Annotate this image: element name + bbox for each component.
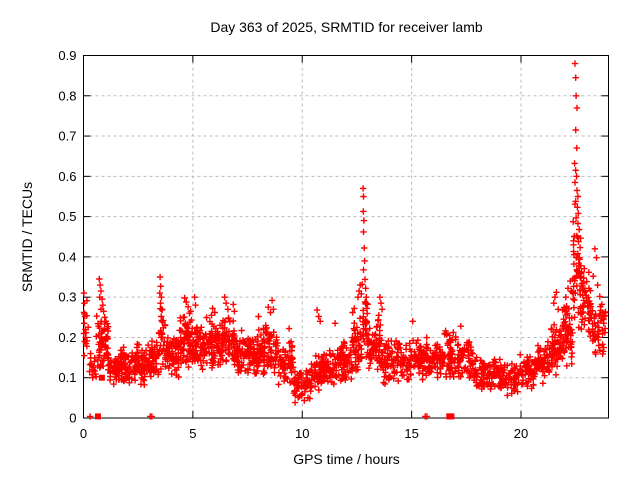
x-tick-label: 20 xyxy=(514,426,528,441)
scatter-square-point xyxy=(94,413,101,420)
y-tick-label: 0.9 xyxy=(58,48,76,63)
y-tick-label: 0.3 xyxy=(58,290,76,305)
x-tick-label: 0 xyxy=(80,426,87,441)
y-tick-label: 0.2 xyxy=(58,330,76,345)
y-tick-label: 0.4 xyxy=(58,249,76,264)
scatter-square-point xyxy=(98,374,105,381)
x-axis-label: GPS time / hours xyxy=(293,451,400,467)
x-tick-label: 10 xyxy=(295,426,309,441)
x-tick-label: 5 xyxy=(189,426,196,441)
y-tick-label: 0.5 xyxy=(58,209,76,224)
chart-title: Day 363 of 2025, SRMTID for receiver lam… xyxy=(210,19,483,35)
y-tick-label: 0.1 xyxy=(58,370,76,385)
plot-border xyxy=(83,55,609,419)
scatter-square-point xyxy=(448,413,455,420)
y-tick-label: 0.8 xyxy=(58,88,76,103)
y-tick-label: 0.6 xyxy=(58,169,76,184)
scatter-points xyxy=(80,60,609,420)
y-tick-label: 0.7 xyxy=(58,129,76,144)
x-tick-label: 15 xyxy=(404,426,418,441)
y-tick-label: 0 xyxy=(69,411,76,426)
